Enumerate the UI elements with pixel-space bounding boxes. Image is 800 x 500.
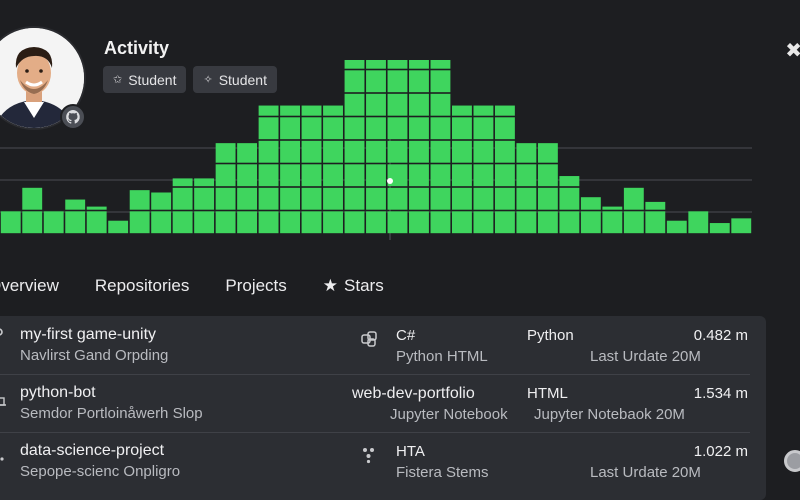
repo-size: 0.482 m <box>693 327 748 344</box>
activity-bar <box>237 143 258 234</box>
activity-bar <box>301 105 322 234</box>
tab-projects[interactable]: Projects <box>225 276 287 295</box>
repo-description: Navlirst Gand Orpding <box>20 347 169 364</box>
activity-bar <box>430 60 451 234</box>
repo-language-sub: Fistera Stems <box>396 464 489 481</box>
activity-bar <box>43 211 64 234</box>
tab-repositories[interactable]: Repositories <box>94 276 190 295</box>
activity-bar <box>731 218 752 234</box>
badge-label: Student <box>128 71 177 88</box>
activity-bar <box>494 105 515 234</box>
scroll-handle[interactable] <box>784 450 800 472</box>
repo-language: web-dev-portfolio <box>352 385 475 402</box>
repo-name[interactable]: my-first game-unity <box>20 326 157 343</box>
activity-bar <box>366 60 386 234</box>
row-divider <box>0 374 750 375</box>
activity-bar <box>709 223 730 234</box>
activity-bar <box>409 60 429 234</box>
page-title: Activity <box>104 38 170 58</box>
activity-bar <box>580 197 601 234</box>
tab-stars[interactable]: ★ Stars <box>323 276 384 296</box>
cursor-dot <box>387 178 393 184</box>
repo-last-update: Last Urdate 20M <box>590 348 701 365</box>
repo-description: Sepope-scienc Onpligro <box>20 463 181 480</box>
profile-avatar[interactable] <box>0 26 86 130</box>
activity-bar <box>688 211 709 234</box>
activity-bar <box>65 199 86 234</box>
repo-row[interactable]: my-first game-unity Navlirst Gand Orpdin… <box>0 316 800 374</box>
repo-language: HTA <box>396 443 425 460</box>
repo-last-update: Jupyter Notebaok 20M <box>534 406 685 423</box>
dots-icon <box>360 446 378 469</box>
activity-bar <box>387 60 408 234</box>
github-icon <box>60 104 86 130</box>
activity-bar <box>22 187 43 234</box>
tab-overview[interactable]: Overview <box>0 276 59 295</box>
activity-bar <box>537 143 558 234</box>
activity-bar <box>108 220 129 234</box>
repo-size: 1.022 m <box>693 443 748 460</box>
repo-language-secondary: Python <box>527 327 574 344</box>
activity-bar <box>258 105 279 234</box>
activity-bar <box>129 190 150 234</box>
repo-row[interactable]: data-science-project Sepope-scienc Onpli… <box>0 432 800 490</box>
repo-language-secondary: HTML <box>527 385 568 402</box>
repo-language: C# <box>396 327 416 344</box>
repo-description: Semdor Portloinåwerh Slop <box>20 405 203 422</box>
repo-icon <box>0 450 8 473</box>
activity-bar <box>623 187 644 234</box>
close-icon[interactable]: ✖ <box>785 40 800 62</box>
activity-bar <box>516 143 537 234</box>
activity-bar <box>602 206 623 234</box>
repo-last-update: Last Urdate 20M <box>590 464 701 481</box>
activity-bar <box>215 143 236 234</box>
activity-bar <box>452 105 472 234</box>
sparkle-icon: ✧ <box>203 74 213 86</box>
repo-size: 1.534 m <box>693 385 748 402</box>
puzzle-icon <box>360 330 378 353</box>
activity-bar <box>151 192 172 234</box>
repo-row[interactable]: python-bot Semdor Portloinåwerh Slop web… <box>0 374 800 432</box>
activity-bar <box>473 105 494 234</box>
profile-tabs: Overview Repositories Projects ★ Stars <box>0 276 420 296</box>
repository-panel <box>0 316 766 500</box>
star-icon: ★ <box>322 276 339 295</box>
repo-name[interactable]: data-science-project <box>20 442 165 459</box>
activity-chart <box>0 60 752 240</box>
activity-bar <box>86 206 107 234</box>
repo-icon <box>0 328 8 351</box>
tab-stars-label: Stars <box>344 276 384 295</box>
star-outline-icon: ✩ <box>113 74 123 86</box>
repo-language-sub: Jupyter Notebook <box>390 406 508 423</box>
activity-bar <box>172 178 193 234</box>
activity-bar <box>280 105 300 234</box>
repo-name[interactable]: python-bot <box>20 384 96 401</box>
activity-bar <box>559 176 580 234</box>
activity-bar <box>344 60 365 234</box>
repo-language-sub: Python HTML <box>396 348 488 365</box>
activity-bar <box>194 178 215 234</box>
badge-label: Student <box>218 71 267 88</box>
repo-icon <box>0 390 8 413</box>
activity-bar <box>0 211 21 234</box>
badge-group: ✩ Student ✧ Student <box>103 66 277 93</box>
activity-bar <box>323 105 343 234</box>
student-badge-2[interactable]: ✧ Student <box>193 66 277 93</box>
student-badge-1[interactable]: ✩ Student <box>103 66 187 93</box>
activity-bar <box>645 201 666 234</box>
activity-bar <box>666 220 687 234</box>
row-divider <box>0 432 750 433</box>
